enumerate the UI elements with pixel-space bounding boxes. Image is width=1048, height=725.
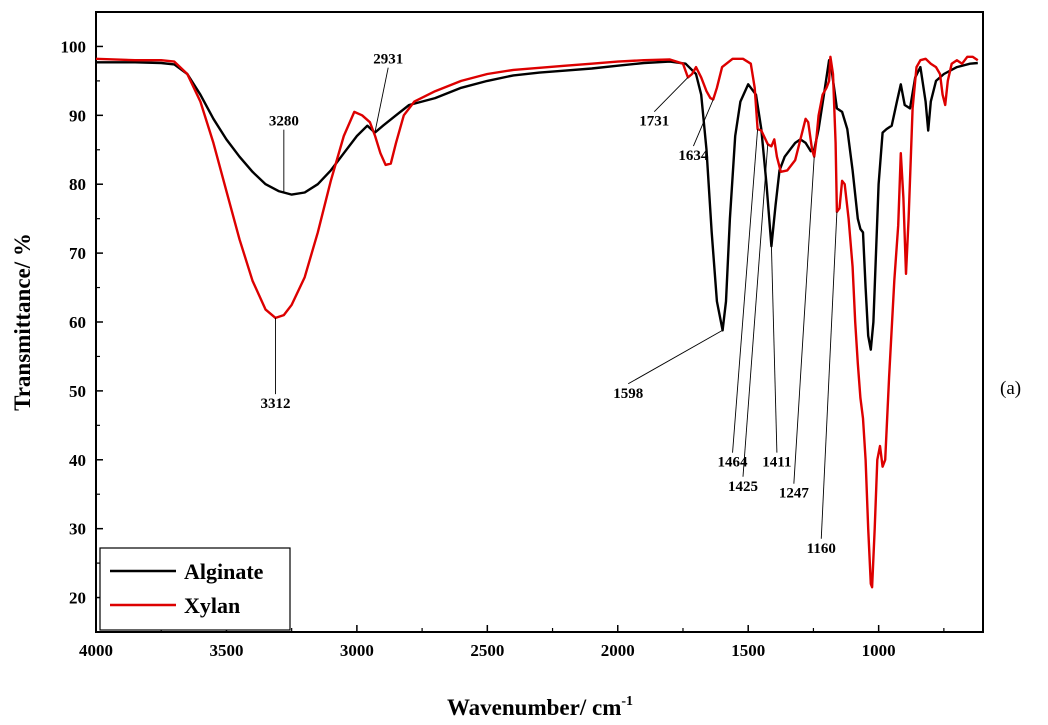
annotation-leader (732, 129, 759, 453)
y-tick-label: 80 (69, 175, 86, 194)
annotation-leader (820, 211, 838, 539)
x-axis-title-text: Wavenumber/ cm (447, 695, 621, 720)
x-axis-title: Wavenumber/ cm-1 (447, 694, 633, 720)
x-tick-label: 2500 (470, 641, 504, 660)
peak-label-1634: 1634 (678, 148, 709, 164)
peak-label-1425: 1425 (728, 479, 758, 495)
y-tick-label: 100 (61, 37, 87, 56)
peak-label-1598: 1598 (613, 386, 643, 402)
series-lines (95, 55, 979, 589)
y-tick-label: 40 (69, 451, 86, 470)
peak-label-3280: 3280 (269, 114, 299, 130)
annotation-leader (793, 156, 815, 484)
axis-ticks: 4000 3500 3000 2500 2000 1500 1000 20 30 40 50 60 70… (61, 11, 945, 660)
y-tick-label: 30 (69, 520, 86, 539)
annotation-leader (627, 329, 723, 385)
series-line-xylan (95, 55, 979, 589)
x-tick-label: 4000 (79, 641, 113, 660)
annotation-leader (693, 99, 714, 147)
peak-label-1247: 1247 (779, 486, 810, 502)
y-tick-label: 90 (69, 106, 86, 125)
y-axis-title: Transmittance/ % (10, 233, 35, 411)
annotation-leader (770, 246, 778, 453)
plot-frame (95, 11, 984, 633)
peak-label-1464: 1464 (718, 455, 749, 471)
y-tick-label: 20 (69, 589, 86, 608)
annotation-leader (742, 144, 769, 477)
peak-label-3312: 3312 (260, 396, 290, 412)
annotation-leader (653, 77, 689, 112)
y-tick-label: 60 (69, 313, 86, 332)
legend-label-alginate: Alginate (184, 559, 264, 584)
x-tick-label: 1000 (862, 641, 896, 660)
y-tick-label: 70 (69, 244, 86, 263)
peak-label-2931: 2931 (373, 52, 403, 68)
x-axis-title-superscript: -1 (621, 694, 633, 709)
legend: Alginate Xylan (99, 547, 291, 631)
annotation-leader (374, 67, 389, 133)
legend-box (99, 547, 291, 631)
y-tick-label: 50 (69, 382, 86, 401)
x-tick-label: 3000 (340, 641, 374, 660)
peak-label-1731: 1731 (639, 114, 669, 130)
x-tick-label: 2000 (601, 641, 635, 660)
x-tick-label: 1500 (731, 641, 765, 660)
x-tick-label: 3500 (209, 641, 243, 660)
legend-label-xylan: Xylan (184, 593, 240, 618)
peak-label-1160: 1160 (807, 541, 836, 557)
peak-label-1411: 1411 (762, 455, 791, 471)
panel-label: (a) (1000, 378, 1021, 399)
series-line-alginate (96, 59, 978, 351)
